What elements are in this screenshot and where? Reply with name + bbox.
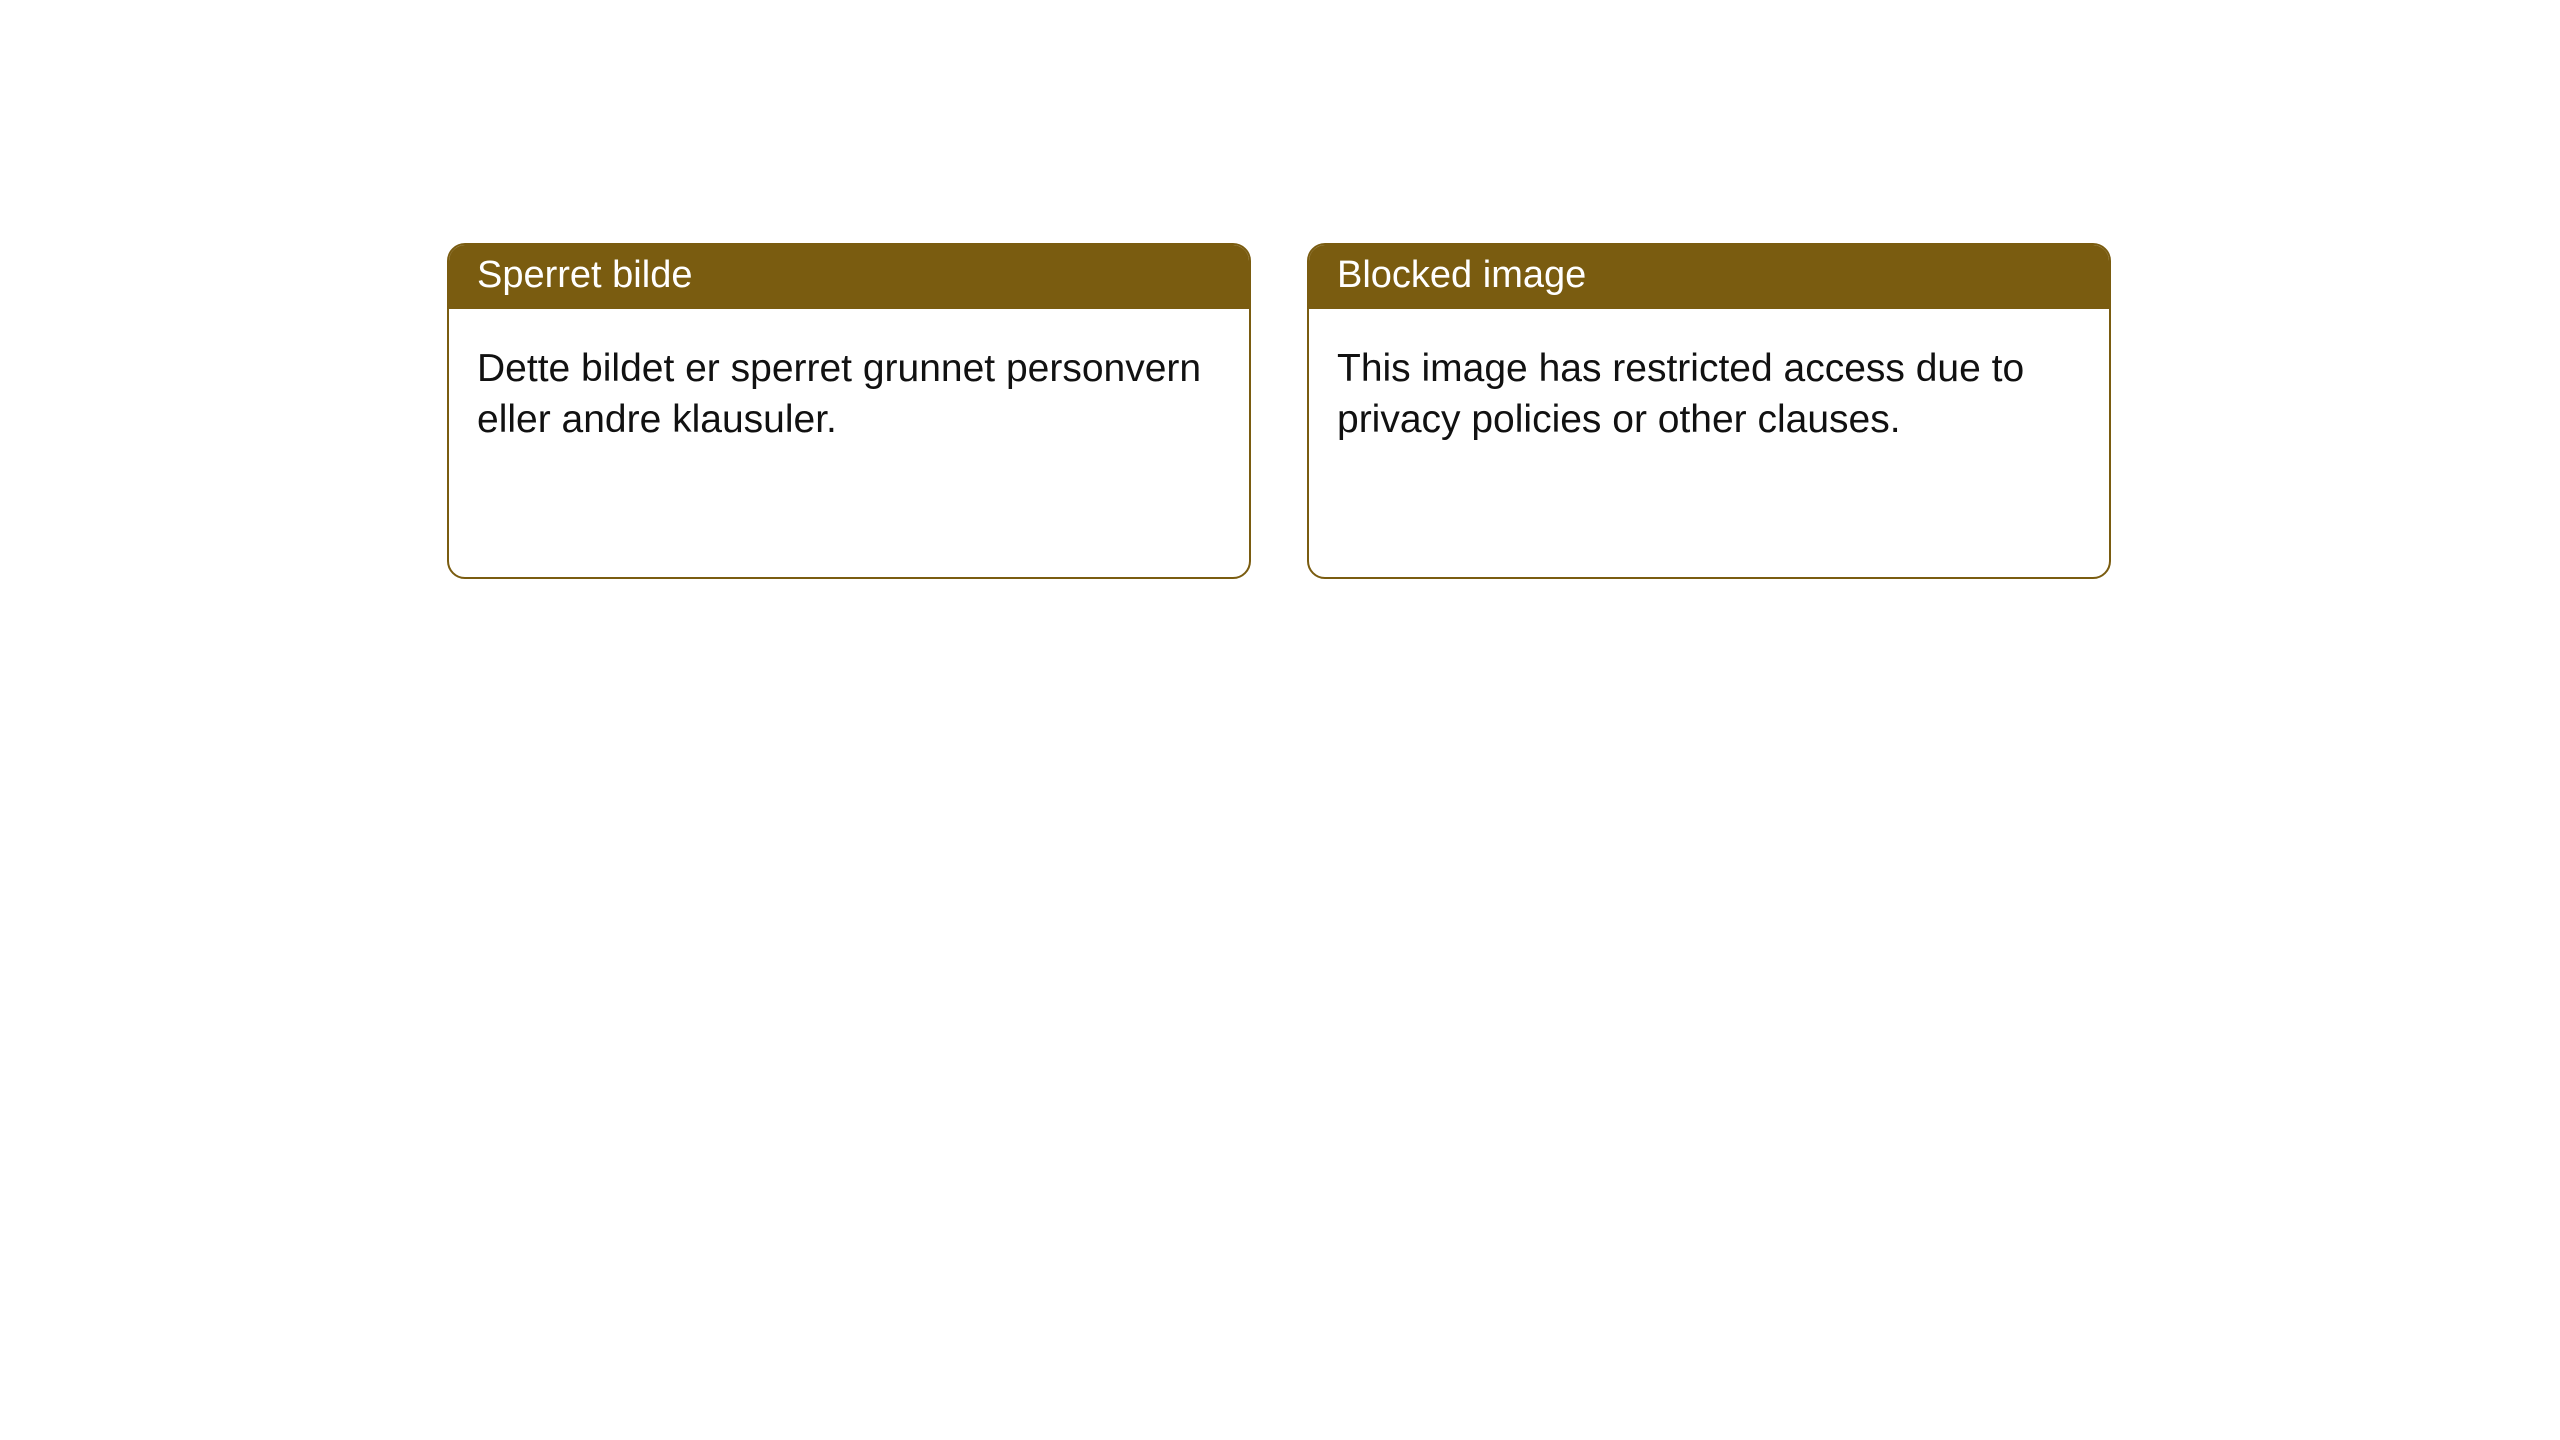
notice-body-en: This image has restricted access due to … <box>1309 309 2109 474</box>
notice-body-no: Dette bildet er sperret grunnet personve… <box>449 309 1249 474</box>
notice-title-no: Sperret bilde <box>449 245 1249 309</box>
notice-container: Sperret bilde Dette bildet er sperret gr… <box>0 0 2560 579</box>
notice-title-en: Blocked image <box>1309 245 2109 309</box>
notice-card-no: Sperret bilde Dette bildet er sperret gr… <box>447 243 1251 579</box>
notice-card-en: Blocked image This image has restricted … <box>1307 243 2111 579</box>
